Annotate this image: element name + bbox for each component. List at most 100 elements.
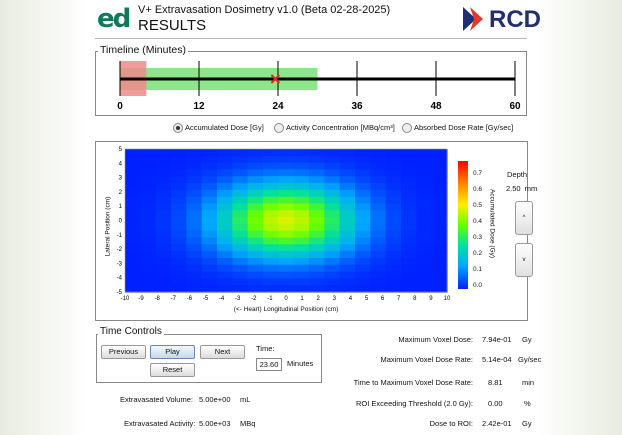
heatmap-cell	[217, 189, 233, 198]
timeline-track[interactable]: 0 12 24 36 48 60	[110, 58, 530, 114]
heatmap-cell	[293, 285, 310, 293]
y-tick-label: -1	[117, 233, 123, 239]
app-title: V+ Extravasation Dosimetry v1.0 (Beta 02…	[138, 4, 391, 16]
ed-logo: ed	[97, 4, 131, 34]
heatmap-cell	[401, 264, 417, 273]
depth-down-button[interactable]: v	[515, 243, 533, 277]
time-unit: Minutes	[287, 359, 314, 368]
heatmap-cell	[431, 176, 448, 184]
heatmap-cell	[186, 149, 203, 157]
time-input[interactable]: 23.60	[256, 358, 282, 371]
heatmap-cell	[385, 203, 402, 211]
heatmap-cell	[232, 203, 249, 211]
heatmap-cell	[309, 162, 325, 171]
heatmap-cell	[155, 149, 172, 157]
heatmap-cell	[370, 217, 387, 225]
heatmap-cell	[232, 169, 249, 177]
heatmap-cell	[355, 285, 371, 293]
timeline-current-marker[interactable]	[270, 74, 281, 84]
heatmap-cell	[324, 271, 341, 279]
heatmap-cell	[201, 237, 218, 245]
heatmap-cell	[232, 271, 249, 279]
heatmap-cell	[186, 230, 203, 239]
heatmap-cell	[140, 223, 157, 232]
heatmap-cell	[263, 278, 279, 286]
heatmap-cell	[171, 203, 187, 211]
heatmap-cell	[309, 210, 325, 218]
heatmap-cell	[140, 183, 157, 191]
y-tick-label: -3	[117, 261, 123, 267]
heatmap-cell	[155, 237, 172, 245]
time-controls-title: Time Controls	[98, 326, 164, 337]
previous-button[interactable]: Previous	[101, 345, 146, 359]
play-button[interactable]: Play	[150, 345, 195, 359]
y-tick-label: -2	[117, 247, 123, 253]
depth-up-button[interactable]: ^	[515, 201, 533, 235]
extravasated-activity-label: Extravasated Activity:	[124, 419, 196, 428]
heatmap-cell	[263, 285, 279, 293]
heatmap-cell	[171, 251, 187, 259]
heatmap-cell	[217, 176, 233, 184]
heatmap-cell	[385, 223, 402, 232]
heatmap-cell	[171, 264, 187, 273]
heatmap-cell	[201, 278, 218, 286]
heatmap-cell	[416, 237, 433, 245]
heatmap-cell	[263, 196, 279, 205]
heatmap-cell	[125, 271, 141, 279]
radio-button[interactable]	[402, 123, 412, 133]
dose-to-roi-label: Dose to ROI:	[429, 419, 473, 428]
heatmap-cell	[339, 203, 356, 211]
heatmap-cell	[339, 196, 356, 205]
y-tick-label: 4	[119, 161, 123, 167]
heatmap-cell	[324, 217, 341, 225]
radio-button[interactable]	[173, 123, 183, 133]
heatmap-cell	[385, 162, 402, 171]
heatmap-cell	[339, 189, 356, 198]
heatmap-cell	[385, 237, 402, 245]
heatmap-cell	[416, 189, 433, 198]
heatmap-cell	[201, 271, 218, 279]
heatmap-cell	[370, 203, 387, 211]
radio-button[interactable]	[274, 123, 284, 133]
heatmap-cell	[339, 285, 356, 293]
heatmap-cell	[370, 176, 387, 184]
heatmap-cell	[401, 251, 417, 259]
heatmap-cell	[401, 196, 417, 205]
colorbar-tick-label: 0.3	[473, 234, 483, 241]
heatmap-cell	[324, 278, 341, 286]
heatmap-cell	[140, 285, 157, 293]
heatmap-cell	[309, 223, 325, 232]
heatmap-cell	[401, 271, 417, 279]
heatmap-cell	[217, 203, 233, 211]
heatmap-cell	[263, 217, 279, 225]
heatmap-cell	[232, 149, 249, 157]
heatmap-cell	[401, 155, 417, 164]
heatmap-cell	[171, 183, 187, 191]
heatmap-cell	[324, 162, 341, 171]
heatmap-cell	[232, 176, 249, 184]
heatmap-cell	[125, 183, 141, 191]
heatmap-cell	[155, 271, 172, 279]
time-to-max-rate-label: Time to Maximum Voxel Dose Rate:	[353, 378, 473, 387]
heatmap-cell	[401, 162, 417, 171]
heatmap-cell	[416, 223, 433, 232]
next-button[interactable]: Next	[200, 345, 245, 359]
heatmap-cell	[339, 183, 356, 191]
heatmap-cell	[339, 223, 356, 232]
heatmap-cell	[217, 257, 233, 266]
heatmap-cell	[370, 278, 387, 286]
heatmap-cell	[140, 162, 157, 171]
reset-button[interactable]: Reset	[150, 363, 195, 377]
heatmap-cell	[247, 230, 264, 239]
heatmap-cell	[401, 203, 417, 211]
heatmap-cell	[431, 189, 448, 198]
x-tick-label: -4	[219, 296, 225, 302]
heatmap-cell	[293, 210, 310, 218]
heatmap-cell	[355, 210, 371, 218]
heatmap-cell	[201, 244, 218, 252]
heatmap-cell	[385, 251, 402, 259]
heatmap-cell	[309, 217, 325, 225]
timeline-title: Timeline (Minutes)	[98, 44, 188, 56]
heatmap-cell	[339, 176, 356, 184]
heatmap-cell	[217, 149, 233, 157]
